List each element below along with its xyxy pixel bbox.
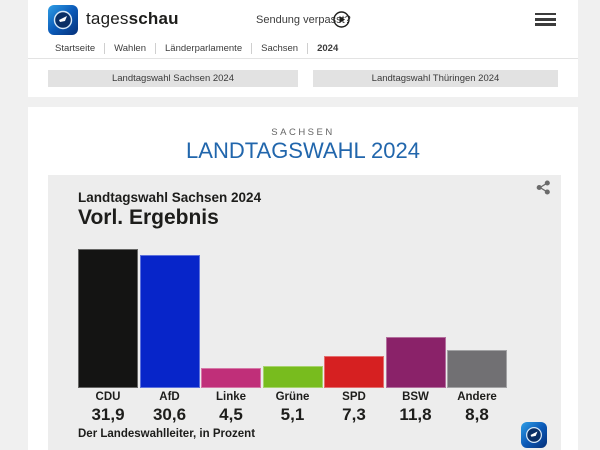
share-icon[interactable] <box>536 180 551 195</box>
header-divider <box>28 58 578 59</box>
tab-landtagswahl-sachsen[interactable]: Landtagswahl Sachsen 2024 <box>48 70 298 87</box>
bar-linke <box>201 368 261 388</box>
party-value: 8,8 <box>465 405 489 424</box>
chart-title: Vorl. Ergebnis <box>78 206 219 229</box>
party-name: Linke <box>215 391 247 403</box>
page-title: LANDTAGSWAHL 2024 <box>186 138 420 163</box>
party-value: 7,3 <box>342 405 366 424</box>
bar-label-grüne: Grüne 5,1 <box>263 391 323 425</box>
party-name: CDU <box>95 391 121 403</box>
brand-wordmark[interactable]: tagesschau <box>86 9 179 28</box>
missed-show-label[interactable]: Sendung verpasst? <box>256 14 351 26</box>
bar-chart-labels: CDU 31,9 AfD 30,6 Linke 4,5 Grüne 5,1 SPD 7,3 BSW 1… <box>78 391 509 425</box>
tab-landtagswahl-thueringen[interactable]: Landtagswahl Thüringen 2024 <box>313 70 558 87</box>
bar-label-andere: Andere 8,8 <box>447 391 507 425</box>
bar-label-linke: Linke 4,5 <box>201 391 261 425</box>
bar-bsw <box>385 337 446 388</box>
breadcrumb-separator <box>104 43 106 54</box>
breadcrumb-startseite[interactable]: Startseite <box>55 43 96 54</box>
chart-source: Der Landeswahlleiter, in Prozent <box>78 428 256 440</box>
party-name: AfD <box>159 391 180 403</box>
bar-andere <box>447 350 507 388</box>
main-content: SACHSEN LANDTAGSWAHL 2024 Landtagswahl S… <box>28 107 578 450</box>
bar-label-afd: AfD 30,6 <box>140 391 200 425</box>
play-icon[interactable] <box>333 11 350 28</box>
breadcrumb-separator <box>251 43 253 54</box>
party-value: 30,6 <box>152 405 187 424</box>
breadcrumb-laenderparlamente[interactable]: Länderparlamente <box>165 43 243 54</box>
party-value: 11,8 <box>399 405 432 424</box>
bar-afd <box>139 255 200 388</box>
breadcrumb: Startseite Wahlen Länderparlamente Sachs… <box>55 43 347 54</box>
breadcrumb-2024[interactable]: 2024 <box>317 43 339 54</box>
bar-spd <box>324 356 384 388</box>
party-name: BSW <box>402 391 429 403</box>
election-chart-card: Landtagswahl Sachsen 2024 Vorl. Ergebnis… <box>48 175 561 450</box>
bar-grüne <box>262 366 323 388</box>
party-name: Grüne <box>275 391 310 403</box>
bar-label-spd: SPD 7,3 <box>324 391 384 425</box>
tagesschau-logo-icon[interactable] <box>48 5 78 35</box>
header: tagesschau Sendung verpasst? Startseite … <box>28 0 578 97</box>
breadcrumb-separator <box>307 43 309 54</box>
party-value: 4,5 <box>219 405 243 424</box>
party-name: Andere <box>457 391 497 403</box>
party-value: 31,9 <box>91 405 125 424</box>
breadcrumb-wahlen[interactable]: Wahlen <box>114 43 146 54</box>
breadcrumb-sachsen[interactable]: Sachsen <box>261 43 299 54</box>
party-name: SPD <box>342 391 366 403</box>
chart-subtitle: Landtagswahl Sachsen 2024 <box>78 190 262 205</box>
menu-icon[interactable] <box>535 13 556 26</box>
bar-cdu <box>78 249 138 388</box>
party-value: 5,1 <box>280 405 305 424</box>
breadcrumb-separator <box>155 43 156 54</box>
tagesschau-watermark-icon <box>521 422 547 448</box>
bar-label-bsw: BSW 11,8 <box>386 391 446 425</box>
bar-label-cdu: CDU 31,9 <box>78 391 138 425</box>
region-kicker: SACHSEN <box>271 127 335 138</box>
bar-chart <box>78 175 509 388</box>
